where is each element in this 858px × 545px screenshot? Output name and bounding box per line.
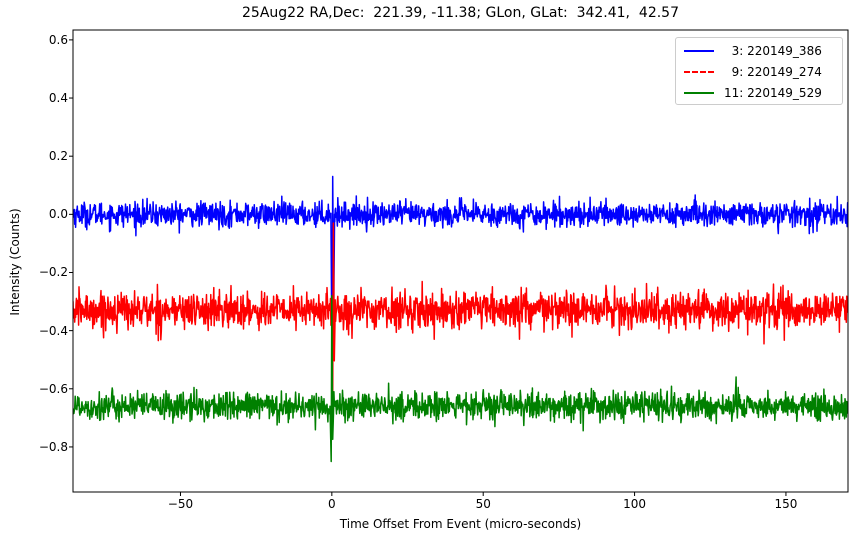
legend-entry: 9: 220149_274 — [684, 62, 822, 82]
y-tick-label: −0.4 — [38, 323, 68, 338]
y-tick-label: 0.0 — [48, 207, 68, 222]
legend-label: 9: 220149_274 — [724, 65, 822, 79]
legend-line-swatch — [684, 50, 714, 52]
y-tick-label: 0.2 — [48, 149, 68, 164]
x-tick-label: 150 — [774, 497, 798, 511]
legend-label: 11: 220149_529 — [724, 86, 822, 100]
y-tick-label: −0.2 — [38, 265, 68, 280]
axes-frame — [72, 29, 849, 493]
legend-entry: 3: 220149_386 — [684, 41, 822, 61]
y-tick-label: 0.4 — [48, 91, 68, 106]
x-tick-label: −50 — [167, 497, 194, 511]
series-line — [73, 294, 848, 463]
legend-label: 3: 220149_386 — [724, 44, 822, 58]
series-line — [73, 222, 848, 396]
y-tick-label: −0.6 — [38, 381, 68, 396]
legend: 3: 220149_386 9: 220149_274 11: 220149_5… — [675, 37, 843, 105]
x-axis-label: Time Offset From Event (micro-seconds) — [339, 517, 582, 531]
series-line — [73, 175, 848, 375]
x-tick-label: 0 — [328, 497, 336, 511]
y-axis-label: Intensity (Counts) — [8, 208, 22, 316]
chart-title: 25Aug22 RA,Dec: 221.39, -11.38; GLon, GL… — [242, 5, 679, 21]
x-tick-label: 50 — [475, 497, 491, 511]
x-tick-marks — [179, 492, 787, 496]
legend-line-swatch — [684, 92, 714, 94]
plot-traces — [73, 175, 848, 463]
y-tick-label: −0.8 — [38, 439, 68, 454]
x-tick-label: 100 — [623, 497, 647, 511]
y-tick-label: 0.6 — [48, 32, 68, 47]
legend-entry: 11: 220149_529 — [684, 83, 822, 103]
y-tick-marks — [69, 39, 73, 448]
legend-line-swatch — [684, 71, 714, 73]
